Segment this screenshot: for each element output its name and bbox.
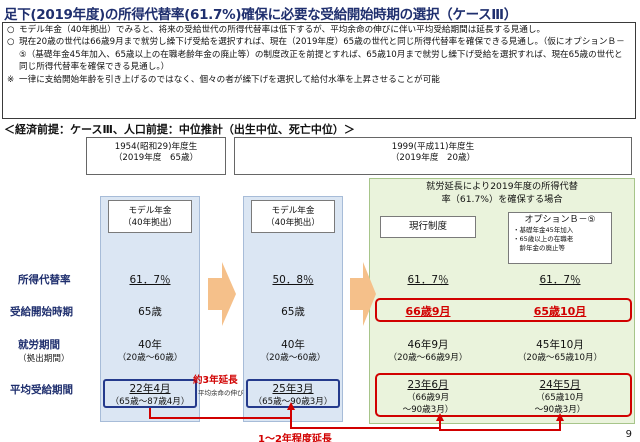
c3-receive-range-start: （66歳9月 <box>406 393 450 403</box>
notes-box: ○ モデル年金（40年拠出）でみると、将来の受給世代の所得代替率は低下するが、平… <box>2 22 636 119</box>
row-label-work-period: 就労期間 （拠出期間） <box>18 339 70 364</box>
c2-work-range: （20歳～60歳） <box>260 353 326 363</box>
extension-about-3-years: 約3年延長 <box>193 375 238 386</box>
c3-receive-period: 23年6月 <box>407 379 449 391</box>
extension-1-2-years: 1～2年程度延長 <box>258 434 332 442</box>
c4-receive-period: 24年5月 <box>539 379 581 391</box>
cohort-birth-year: 1954(昭和29)年度生 <box>114 142 198 152</box>
page-title: 足下(2019年度)の所得代替率(61.7%)確保に必要な受給開始時期の選択（ケ… <box>4 7 517 23</box>
note-text: 現在20歳の世代は66歳9月まで就労し繰下げ受給を選択すれば、現在（2019年度… <box>19 37 625 73</box>
orange-right-arrow-icon <box>208 262 236 326</box>
column-1954-model <box>100 196 200 422</box>
c4-start-age: 65歳10月 <box>533 305 587 318</box>
page-number: 9 <box>625 429 632 440</box>
premise-heading: ＜経済前提：ケースⅢ、人口前提：中位推計（出生中位、死亡中位）＞ <box>4 123 355 136</box>
extension-life-expectancy-note: 平均余命の伸び <box>198 389 244 397</box>
model-pension-label: モデル年金 （40年拠出） <box>251 200 335 233</box>
note-text: 一律に支給開始年齢を引き上げるのではなく、個々の者が繰下げを選択して給付水準を上… <box>19 74 440 85</box>
note-marker: ○ <box>7 25 15 35</box>
c4-work-range: （20歳～65歳10月） <box>517 353 603 363</box>
option-b5-header: オプションＢ－⑤ ・基礎年金45年加入 ・65歳以上の在職老 齢年金の廃止等 <box>508 212 612 264</box>
cohort-box-1954: 1954(昭和29)年度生 （2019年度 65歳） <box>86 137 226 175</box>
c2-replacement-rate: 50．8％ <box>272 274 314 286</box>
c1-receive-period: 22年4月 <box>129 383 171 395</box>
note-marker: ○ <box>7 37 15 48</box>
c1-start-age: 65歳 <box>138 306 162 318</box>
c4-replacement-rate: 61．7％ <box>539 274 581 286</box>
orange-right-arrow-icon <box>350 262 376 326</box>
cohort-birth-year: 1999(平成11)年度生 <box>391 142 475 152</box>
note-item: ※ 一律に支給開始年齢を引き上げるのではなく、個々の者が繰下げを選択して給付水準… <box>7 74 631 86</box>
c3-work-period: 46年9月 <box>407 339 449 351</box>
c3-replacement-rate: 61．7％ <box>407 274 449 286</box>
cohort-age: （2019年度 65歳） <box>113 153 199 163</box>
cohort-box-1999: 1999(平成11)年度生 （2019年度 20歳） <box>234 137 632 175</box>
c4-receive-range-end: ～90歳3月） <box>534 405 586 415</box>
c2-start-age: 65歳 <box>281 306 305 318</box>
note-text: モデル年金（40年拠出）でみると、将来の受給世代の所得代替率は低下するが、平均余… <box>19 25 546 35</box>
c3-receive-range-end: ～90歳3月） <box>402 405 454 415</box>
c1-work-period: 40年 <box>138 339 162 351</box>
receive-period-highlight <box>375 373 632 417</box>
start-timing-highlight <box>375 298 632 322</box>
note-item: ○ 現在20歳の世代は66歳9月まで就労し繰下げ受給を選択すれば、現在（2019… <box>7 36 631 73</box>
c1-work-range: （20歳～60歳） <box>117 353 183 363</box>
note-marker: ※ <box>7 74 15 85</box>
c1-receive-box <box>103 379 197 408</box>
extension-panel-header: 就労延長により2019年度の所得代替 率（61.7%）を確保する場合 <box>426 181 578 205</box>
c2-work-period: 40年 <box>281 339 305 351</box>
current-system-header: 現行制度 <box>380 216 476 238</box>
c3-work-range: （20歳～66歳9月） <box>388 353 468 363</box>
c1-receive-range: （65歳～87歳4月） <box>110 397 190 407</box>
c3-start-age: 66歳9月 <box>405 305 451 318</box>
note-item: ○ モデル年金（40年拠出）でみると、将来の受給世代の所得代替率は低下するが、平… <box>7 24 631 36</box>
row-label-receive-period: 平均受給期間 <box>10 384 73 396</box>
column-1999-model <box>243 196 343 422</box>
cohort-age: （2019年度 20歳） <box>390 153 476 163</box>
c4-work-period: 45年10月 <box>536 339 584 351</box>
model-pension-label: モデル年金 （40年拠出） <box>108 200 192 233</box>
c1-replacement-rate: 61．7％ <box>129 274 171 286</box>
c2-receive-range: （65歳～90歳3月） <box>253 397 333 407</box>
c4-receive-range-start: （65歳10月 <box>536 393 584 403</box>
c2-receive-period: 25年3月 <box>272 383 314 395</box>
row-label-start-timing: 受給開始時期 <box>10 306 73 318</box>
row-label-replacement-rate: 所得代替率 <box>18 274 71 286</box>
